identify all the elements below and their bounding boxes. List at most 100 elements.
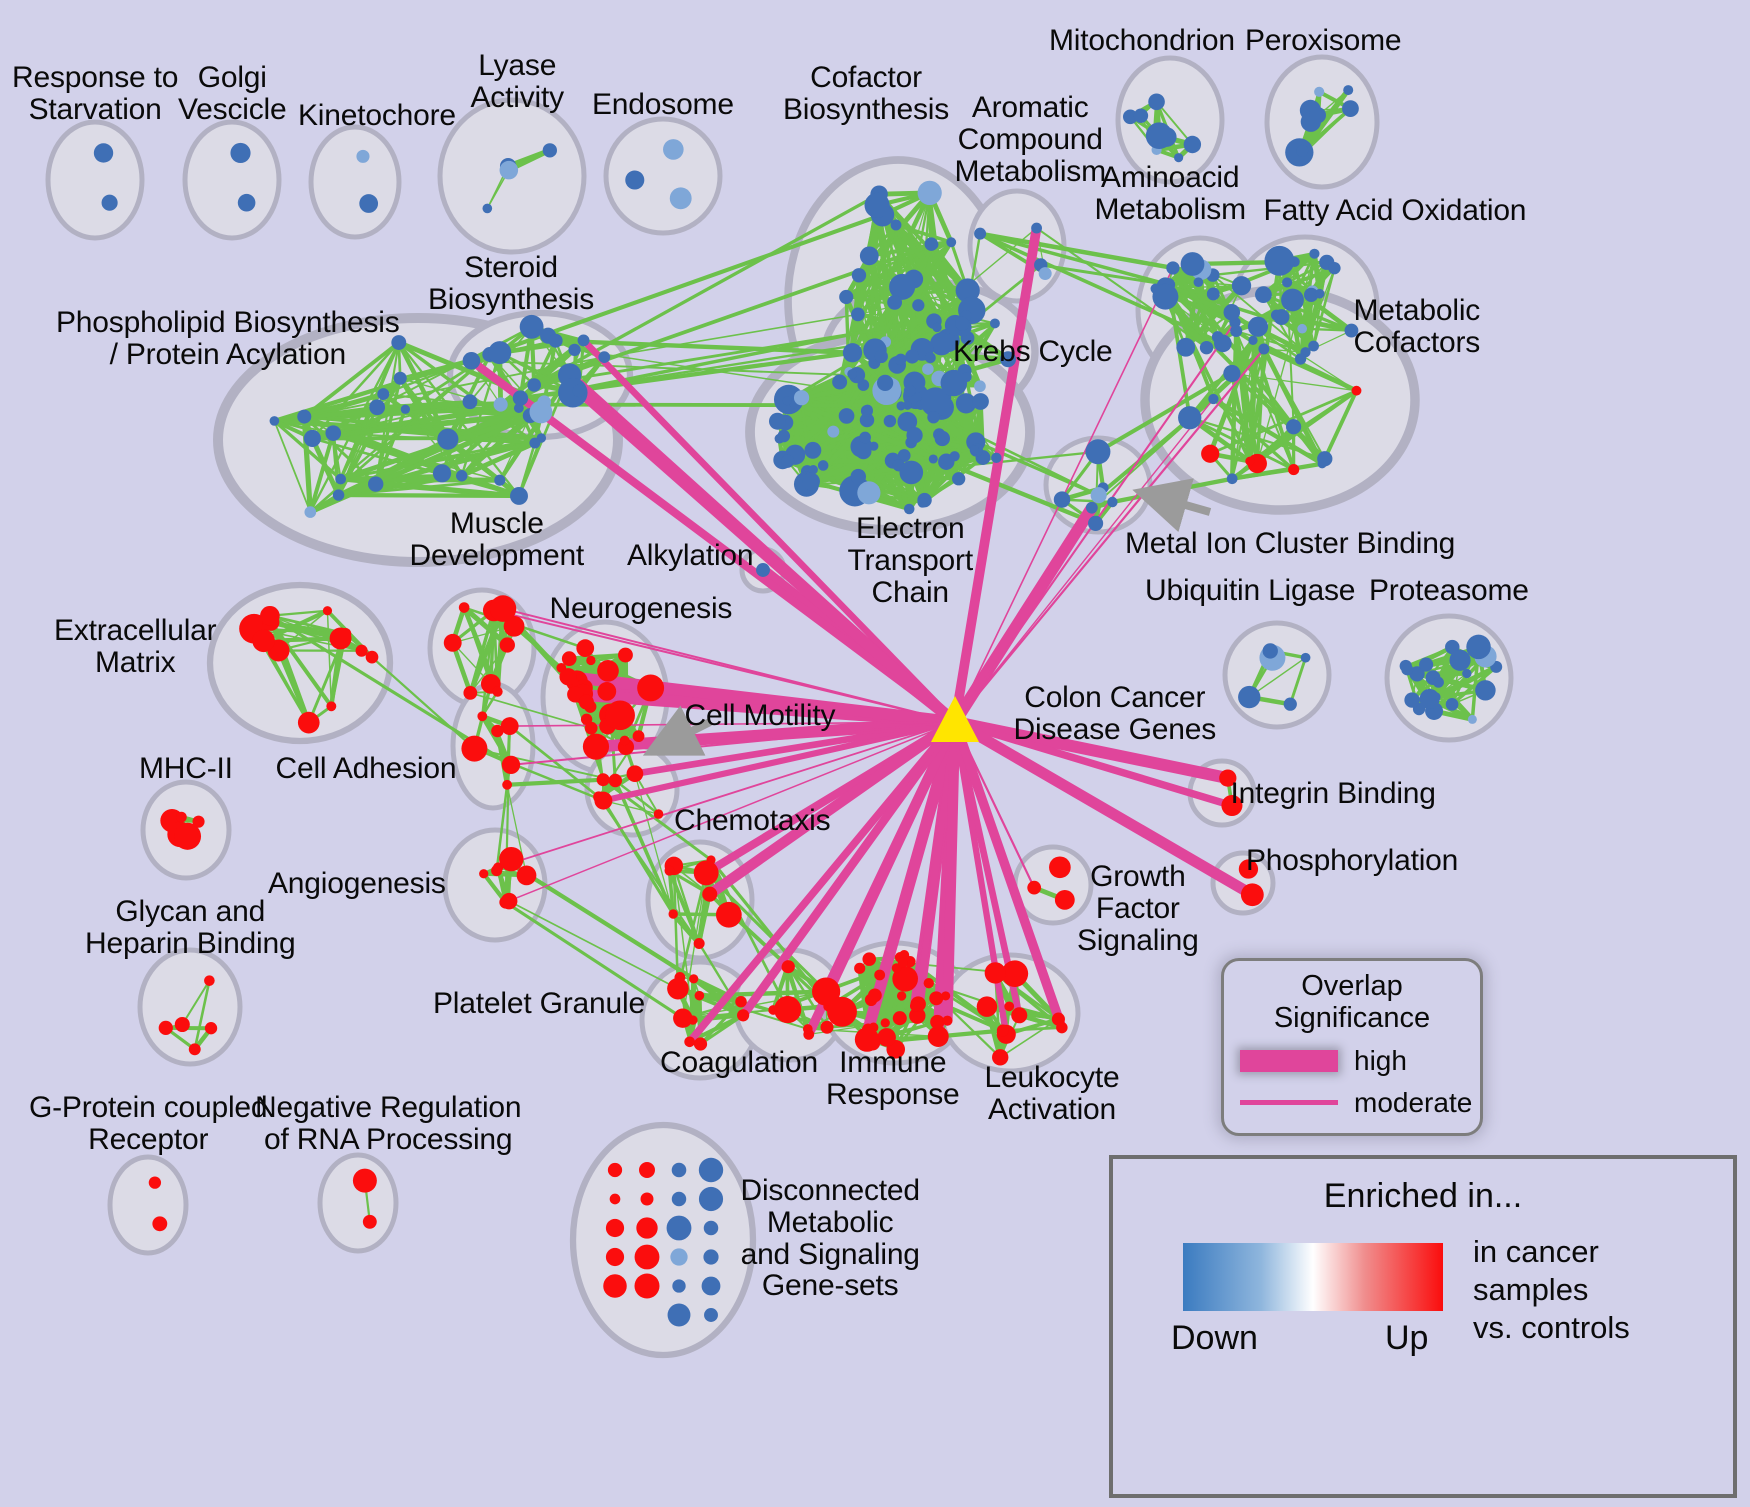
gene-set-node: [874, 969, 886, 981]
gene-set-node: [1475, 680, 1496, 701]
gene-set-node: [889, 273, 916, 300]
hub-edge-high: [951, 718, 1236, 810]
gene-set-node: [1314, 86, 1325, 97]
edge-green-bridge: [473, 747, 617, 782]
legend-swatch-moderate: [1240, 1100, 1338, 1106]
edge-green: [1060, 498, 1114, 504]
edge-green-bridge: [469, 212, 885, 363]
gene-set-node: [519, 314, 544, 339]
gene-set-node: [897, 411, 918, 432]
gene-set-node: [842, 343, 863, 363]
legend-label-high: high: [1354, 1044, 1407, 1076]
gene-set-node: [269, 416, 280, 426]
gene-set-node: [802, 472, 820, 491]
gene-set-node: [1409, 666, 1425, 682]
cluster-halo-response-to-starvation: [45, 119, 145, 241]
gene-set-node: [204, 1022, 218, 1035]
legend-label-up: Up: [1385, 1319, 1429, 1357]
gene-set-node: [715, 901, 742, 928]
gene-set-node: [917, 497, 928, 508]
gene-set-node: [859, 246, 879, 266]
edge-green-bridge: [704, 871, 828, 994]
gene-set-node: [492, 686, 503, 697]
gene-set-node: [862, 404, 873, 415]
edge-green: [301, 391, 386, 420]
cluster-halo-kinetochore: [308, 124, 402, 240]
gene-set-node: [989, 318, 1000, 329]
gene-set-node: [1223, 304, 1241, 321]
gene-set-node: [1281, 288, 1304, 312]
legend-overlap-row-high: high: [1224, 1045, 1480, 1077]
edge-green-bridge: [553, 338, 855, 355]
edge-green: [1261, 251, 1317, 298]
gene-set-node: [1282, 277, 1293, 288]
gene-set-node: [703, 1249, 719, 1265]
hub-edge-high: [580, 337, 959, 726]
gene-set-node: [1166, 261, 1180, 275]
legend-overlap-title: Overlap Significance: [1273, 970, 1431, 1034]
gene-set-node: [924, 237, 939, 251]
legend-enriched-title: Enriched in...: [1323, 1177, 1523, 1215]
gene-set-node: [1247, 316, 1269, 337]
gene-set-node: [597, 682, 617, 701]
gene-set-node: [768, 412, 786, 430]
gene-set-node: [252, 629, 275, 653]
hub-edge-high: [949, 716, 1234, 785]
gene-set-node: [1273, 309, 1290, 326]
gene-set-node: [559, 668, 577, 686]
legend-side-note: in cancer samples vs. controls: [1473, 1234, 1630, 1345]
edge-green: [329, 636, 343, 709]
gene-set-node: [578, 694, 594, 710]
hub-edge-high: [738, 717, 960, 1020]
gene-set-node: [920, 387, 951, 417]
gene-set-node: [1148, 93, 1165, 111]
arrow-metal-ion-cluster-binding: [1132, 478, 1212, 533]
edge-green: [338, 476, 503, 483]
edge-green-bridge: [504, 900, 685, 1020]
legend-label-moderate: moderate: [1354, 1086, 1473, 1118]
gene-set-node: [1122, 109, 1138, 125]
pink-hub-edges: [467, 223, 1266, 1046]
gene-set-node: [1219, 769, 1237, 787]
hub-edge-moderate: [504, 721, 956, 904]
gene-set-node: [1107, 496, 1118, 508]
gene-set-node: [698, 1157, 724, 1183]
gene-set-node: [503, 615, 525, 637]
edge-green-bridge: [1263, 348, 1307, 353]
gene-set-node: [927, 1025, 949, 1047]
gene-set-node: [1351, 385, 1362, 396]
gene-set-node: [482, 203, 493, 214]
gene-set-node: [984, 962, 1006, 984]
gene-set-node: [1248, 335, 1258, 346]
gene-set-node: [804, 441, 822, 459]
gene-set-node: [596, 773, 610, 787]
gene-set-node: [1300, 652, 1311, 663]
gene-set-node: [702, 886, 718, 902]
gene-set-node: [456, 470, 468, 482]
hub-edge-high: [942, 716, 961, 1026]
gene-set-node: [912, 299, 925, 312]
edge-green: [1299, 267, 1336, 360]
edge-green-bridge: [1235, 330, 1307, 354]
gene-set-node: [499, 160, 519, 180]
gene-set-node: [377, 388, 390, 401]
gene-set-node: [1308, 340, 1319, 352]
edge-green: [1250, 338, 1359, 393]
edge-green: [1322, 388, 1359, 461]
gene-set-node: [174, 1016, 190, 1033]
gene-set-node: [1145, 122, 1173, 150]
gene-set-node: [329, 627, 352, 650]
gene-set-node: [928, 454, 938, 464]
gene-set-node: [634, 1273, 660, 1299]
hub-triangle[interactable]: [931, 696, 979, 742]
gene-set-node: [1085, 439, 1111, 465]
gene-set-node: [1317, 451, 1333, 467]
gene-set-node: [996, 1024, 1009, 1037]
edge-green: [480, 714, 514, 768]
gene-set-node: [992, 1049, 1009, 1066]
hub-triangle-shape[interactable]: [931, 696, 979, 742]
gene-set-node: [462, 351, 481, 370]
gene-set-node: [352, 1168, 377, 1193]
edge-green-bridge: [508, 900, 679, 990]
